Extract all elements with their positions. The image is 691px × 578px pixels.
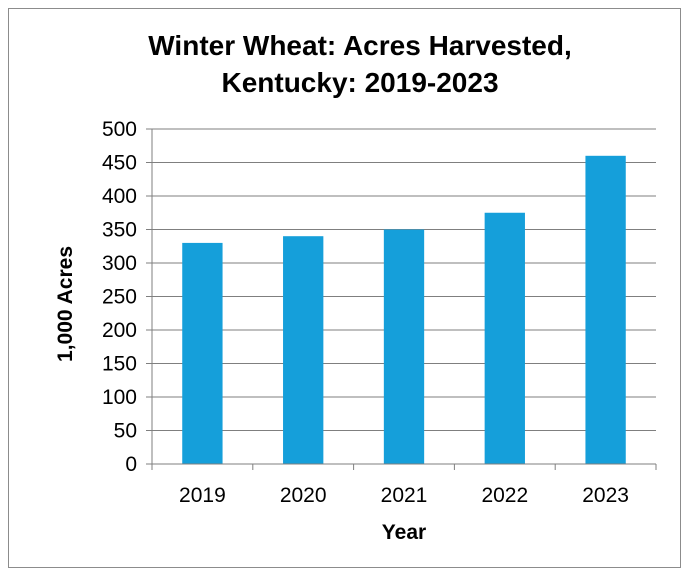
- x-tick-label: 2023: [582, 484, 629, 507]
- y-tick-label: 300: [102, 252, 137, 275]
- y-tick-label: 250: [102, 286, 137, 309]
- chart-frame: Winter Wheat: Acres Harvested, Kentucky:…: [8, 8, 681, 568]
- x-tick-label: 2020: [280, 484, 327, 507]
- bar-2020: [283, 236, 324, 464]
- chart-title: Winter Wheat: Acres Harvested,: [148, 30, 572, 61]
- bar-2022: [484, 212, 525, 464]
- x-axis-title: Year: [382, 521, 426, 544]
- y-tick-label: 200: [102, 319, 137, 342]
- x-tick-label: 2019: [179, 484, 226, 507]
- y-tick-label: 400: [102, 185, 137, 208]
- y-tick-labels: 0 50 100 150 200 250 300 350 400 450 500: [102, 118, 137, 476]
- bar-2023: [585, 155, 626, 465]
- bar-2021: [383, 229, 425, 464]
- bars: [182, 155, 626, 465]
- chart-subtitle: Kentucky: 2019-2023: [221, 67, 498, 98]
- axes: [151, 129, 657, 470]
- y-tick-label: 500: [102, 118, 137, 141]
- y-tick-label: 50: [114, 420, 137, 443]
- x-tick-labels: 2019 2020 2021 2022 2023: [179, 484, 629, 507]
- y-axis-title: 1,000 Acres: [54, 246, 77, 362]
- y-tick-label: 450: [102, 152, 137, 175]
- y-tick-label: 0: [125, 453, 137, 476]
- y-tick-label: 100: [102, 386, 137, 409]
- y-tick-label: 150: [102, 353, 137, 376]
- x-tick-label: 2021: [381, 484, 428, 507]
- bar-2019: [182, 242, 223, 464]
- x-tick-label: 2022: [481, 484, 528, 507]
- bar-chart: Winter Wheat: Acres Harvested, Kentucky:…: [54, 30, 657, 544]
- y-tick-label: 350: [102, 219, 137, 242]
